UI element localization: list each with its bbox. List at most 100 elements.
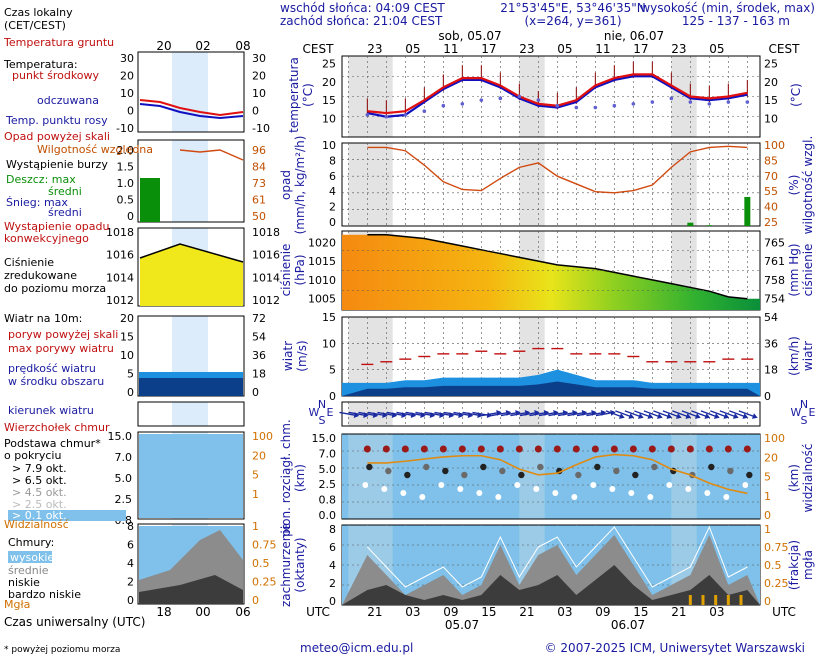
legend-day-band [172, 52, 208, 132]
arrow-head [666, 413, 673, 419]
legend-visibility-tick: 1 [252, 488, 259, 501]
legend-cloudbase-tick: 7.0 [115, 451, 133, 464]
day1-label: sob, 05.07 [438, 29, 501, 43]
legend-fog-tick: 0.5 [252, 557, 270, 570]
legend-o25: > 2.5 okt. [12, 498, 67, 511]
cloud-base-dot [480, 463, 487, 471]
wind-arrow [653, 410, 673, 419]
dew-point-dot [650, 100, 655, 104]
wind-arrow [605, 410, 625, 419]
legend-precip-tick: 2.0 [117, 144, 135, 157]
legend-temp-title: Temperatura: [3, 58, 78, 71]
cloud-base-dot-low [419, 494, 426, 500]
cloud-base-dot [423, 463, 430, 471]
cloud-base-dot-low [609, 486, 616, 492]
dew-point-dot [555, 103, 560, 108]
arrow-head [656, 413, 663, 419]
cloud-base-dot [404, 471, 411, 479]
wind-arrow [672, 410, 692, 419]
pressure-ylabel-line: ciśnienie [279, 244, 293, 297]
fog-bar [701, 595, 705, 605]
cloud-base-dot-low [723, 494, 730, 500]
arrow-head [685, 413, 692, 419]
legend-humidity-tick: 50 [252, 210, 266, 223]
wind-y-tick-r: 54 [764, 311, 778, 324]
cloud-base-dot-low [571, 494, 578, 500]
cloudbase-y-tick: 2.5 [319, 478, 337, 491]
temp-y-tick-r: 10 [764, 113, 778, 126]
utc-label: UTC [306, 605, 330, 619]
sunset-text: zachód słońca: 21:04 CEST [280, 14, 443, 28]
utc-tick: 03 [557, 605, 572, 619]
fog-ylabel: (frakcja) mgła [787, 540, 815, 590]
cloudbase-ylabel-line: (km) [293, 464, 307, 492]
compass-left-n: N [318, 398, 326, 411]
night-band [671, 317, 697, 396]
pressure-ylabel-r: (mm Hg) ciśnienie [787, 243, 815, 296]
dew-point-dot [669, 96, 674, 101]
cloud-top-dot [743, 445, 751, 453]
wind-ylabel-r-line: wiatr [801, 341, 815, 371]
cover-ylabel-line: zachmurzenie [279, 523, 293, 607]
cover-ylabel-line: (oktanty) [293, 537, 307, 592]
legend-humidity-line [179, 149, 244, 161]
wind-ylabel: wiatr (m/s) [281, 340, 309, 371]
cloud-top-dot [515, 445, 523, 453]
date-06: 06.07 [611, 618, 645, 632]
legend-fog-tick: 1 [252, 520, 259, 533]
legend-day-band [172, 402, 208, 426]
visibility-y-tick: 0 [764, 509, 771, 522]
cest-tick: 05 [405, 42, 420, 56]
legend-felt: odczuwana [37, 94, 99, 107]
legend-humidity-tick: 96 [252, 144, 266, 157]
legend-temp-tick-r: 20 [252, 70, 266, 83]
cloud-top-dot [724, 445, 732, 453]
legend-pressure-tick-r: 1018 [252, 226, 280, 239]
legend-temp-line [139, 99, 244, 117]
arrow-head [694, 413, 701, 419]
legend-high: wysokie [10, 551, 54, 564]
legend-storm: Wystąpienie burzy [6, 158, 108, 171]
cloud-top-dot [553, 445, 561, 453]
arrow-head [742, 413, 749, 419]
legend-conv2: konwekcyjnego [4, 232, 89, 245]
cloud-base-dot [651, 463, 658, 471]
legend-rain-bar [140, 178, 160, 222]
arrow-head [618, 413, 625, 419]
legend-time-label2: (CET/CEST) [4, 19, 66, 32]
wind-arrow [729, 410, 749, 419]
utc-tick: 15 [633, 605, 648, 619]
night-band [671, 143, 697, 226]
grid-text: (x=264, y=361) [524, 14, 621, 28]
cloud-top-dot [705, 445, 713, 453]
elevation-values: 125 - 137 - 163 m [682, 14, 790, 28]
wind-arrow [691, 410, 711, 419]
legend-cover-low [139, 575, 243, 604]
cloud-base-dot-low [666, 482, 673, 488]
wind-area-dark [342, 381, 760, 396]
legend-temp-tick: 30 [120, 52, 134, 65]
humidity-ylabel-line: wilgotność wzgl. [801, 136, 815, 235]
legend-cover-tick: 0 [127, 594, 134, 607]
legend-wind-tick-r: 0 [252, 386, 259, 399]
humidity-ylabel: (%) wilgotność wzgl. [787, 136, 815, 235]
precip-y-tick: 4 [329, 185, 336, 198]
legend-snow-mid: średni [48, 206, 82, 219]
cloud-base-dot-low [362, 482, 369, 488]
cover-y-tick: 2 [329, 577, 336, 590]
legend-direction: kierunek wiatru [8, 404, 94, 417]
legend-pressure-tick: 1016 [106, 249, 134, 262]
compass-left-s: S [319, 414, 326, 427]
precip-ylabel-line: (mm/h, kg/m²/h) [293, 136, 307, 235]
night-band [348, 56, 393, 137]
elevation-title: wysokość (min, środek, max) [640, 1, 815, 15]
dew-point-dot [593, 105, 598, 110]
temp-ylabel-line: (°C) [301, 83, 315, 107]
cloudbase-y-tick: 15.0 [312, 432, 337, 445]
dew-point-dot [365, 113, 370, 117]
cover-ylabel: zachmurzenie (oktanty) [279, 523, 307, 607]
legend-fog-tick: 0.75 [252, 539, 277, 552]
utc-tick: 21 [367, 605, 382, 619]
cloud-base-dot-low [438, 482, 445, 488]
